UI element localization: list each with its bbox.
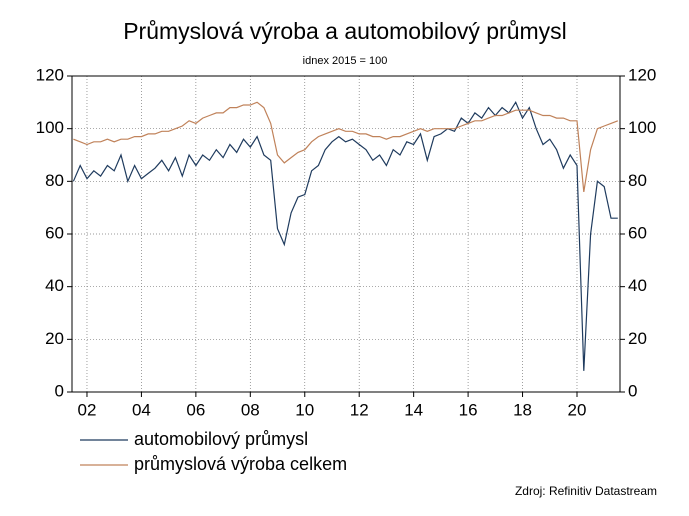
y2-tick-label: 20 (628, 329, 647, 348)
y2-tick-label: 120 (628, 65, 656, 84)
chart-title: Průmyslová výroba a automobilový průmysl (123, 18, 567, 44)
legend-label: průmyslová výroba celkem (134, 454, 347, 474)
source: Zdroj: Refinitiv Datastream (515, 484, 657, 498)
y-tick-label: 0 (55, 381, 64, 400)
y2-tick-label: 100 (628, 118, 656, 137)
y2-tick-label: 60 (628, 223, 647, 242)
x-tick-label: 14 (404, 400, 423, 419)
y-tick-label: 80 (45, 171, 64, 190)
x-tick-label: 06 (186, 400, 205, 419)
x-tick-label: 20 (568, 400, 587, 419)
x-tick-label: 04 (132, 400, 151, 419)
legend-label: automobilový průmysl (134, 429, 308, 449)
y-tick-label: 40 (45, 276, 64, 295)
x-tick-label: 08 (241, 400, 260, 419)
series-line (72, 101, 618, 371)
x-tick-label: 16 (459, 400, 478, 419)
x-tick-label: 18 (513, 400, 532, 419)
y2-tick-label: 40 (628, 276, 647, 295)
plot-frame (71, 75, 621, 393)
y2-tick-label: 0 (628, 381, 637, 400)
chart-subtitle: idnex 2015 = 100 (303, 55, 388, 67)
y2-tick-label: 80 (628, 171, 647, 190)
y-tick-label: 60 (45, 223, 64, 242)
x-tick-label: 10 (295, 400, 314, 419)
x-tick-label: 02 (78, 400, 97, 419)
y-tick-label: 20 (45, 329, 64, 348)
y-tick-label: 120 (36, 65, 64, 84)
x-tick-label: 12 (350, 400, 369, 419)
series-line (73, 101, 619, 192)
y-tick-label: 100 (36, 118, 64, 137)
